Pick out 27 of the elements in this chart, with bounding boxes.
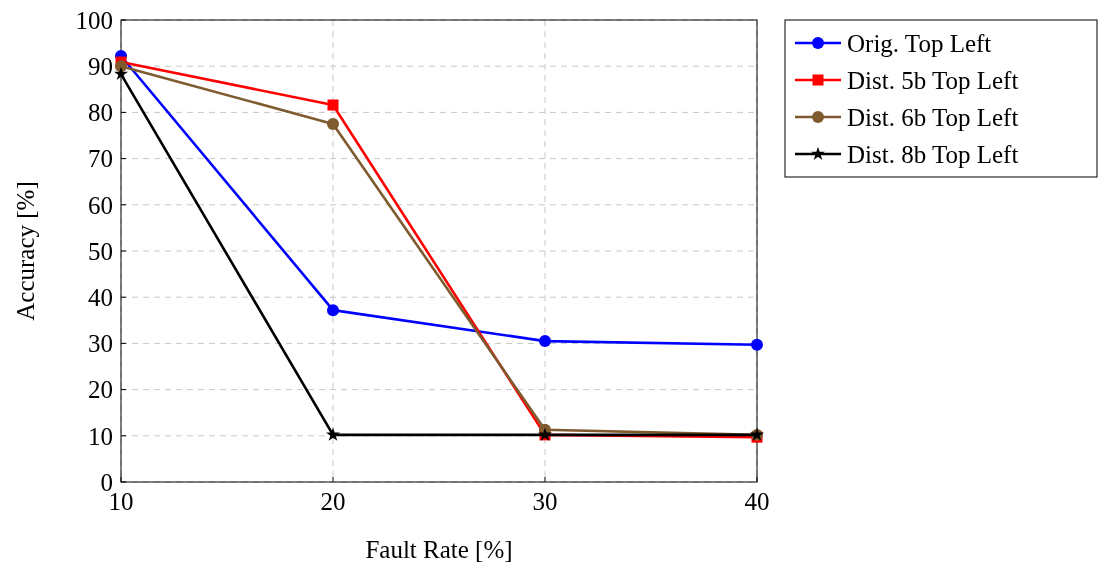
y-tick-label: 50 bbox=[88, 237, 113, 265]
y-tick-label: 70 bbox=[88, 145, 113, 173]
point bbox=[327, 99, 339, 111]
point bbox=[115, 60, 127, 73]
point bbox=[114, 66, 128, 80]
point bbox=[327, 304, 339, 317]
legend-label: Orig. Top Left bbox=[847, 29, 992, 57]
y-tick-label: 100 bbox=[75, 6, 113, 34]
y-axis-title: Accuracy [%] bbox=[12, 181, 39, 321]
x-axis-title: Fault Rate [%] bbox=[365, 536, 513, 563]
x-tick-label: 30 bbox=[532, 488, 558, 515]
legend-label: Dist. 5b Top Left bbox=[847, 66, 1019, 94]
legend-label: Dist. 8b Top Left bbox=[847, 140, 1019, 168]
y-tick-label: 40 bbox=[88, 283, 113, 311]
y-tick-label: 20 bbox=[88, 376, 113, 404]
x-tick-label: 40 bbox=[744, 488, 770, 515]
point bbox=[327, 117, 339, 130]
y-tick-label: 80 bbox=[88, 99, 113, 127]
y-tick-label: 60 bbox=[88, 191, 113, 219]
y-tick-label: 10 bbox=[88, 422, 113, 450]
point bbox=[539, 335, 551, 348]
point bbox=[751, 338, 763, 351]
y-tick-label: 90 bbox=[88, 52, 113, 80]
legend-label: Dist. 6b Top Left bbox=[847, 103, 1019, 131]
x-tick-label: 20 bbox=[320, 488, 346, 515]
y-tick-label: 30 bbox=[88, 330, 113, 358]
point bbox=[326, 427, 340, 441]
